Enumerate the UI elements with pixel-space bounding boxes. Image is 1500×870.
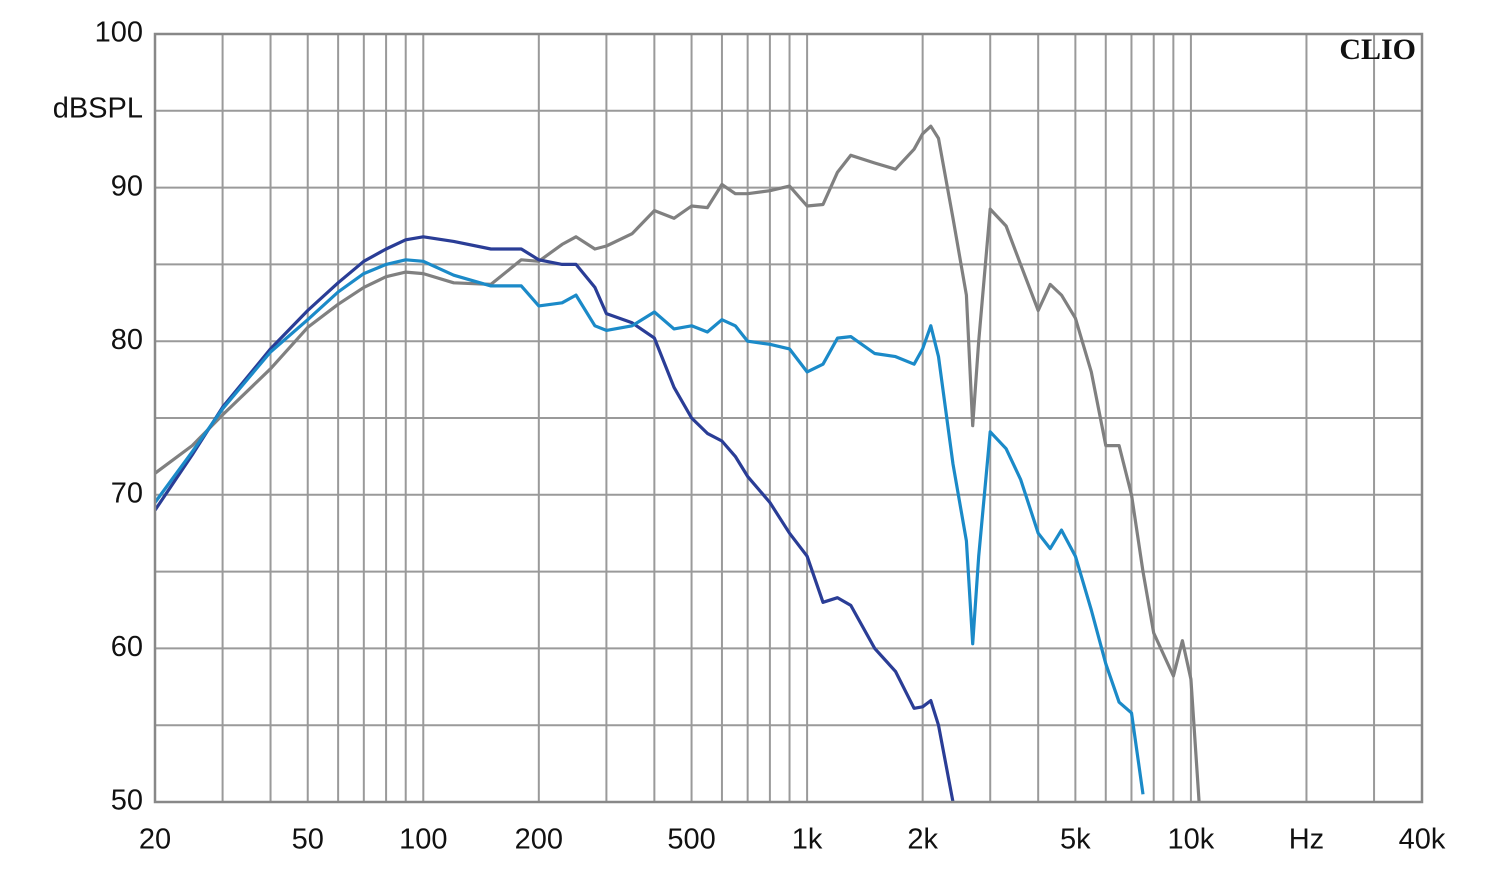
response-line	[155, 235, 955, 802]
x-tick-label: 500	[667, 824, 715, 856]
x-tick-label: Hz	[1289, 824, 1324, 856]
y-tick-label: 100	[95, 17, 143, 49]
lines	[155, 124, 1201, 802]
x-tick-label: 20	[139, 824, 171, 856]
x-tick-label: 2k	[907, 824, 938, 856]
response-line	[155, 258, 1145, 795]
y-tick-label: 50	[111, 785, 143, 817]
x-tick-label: 200	[515, 824, 563, 856]
y-tick-label: 90	[111, 170, 143, 202]
y-tick-label: 80	[111, 324, 143, 356]
x-tick-label: 1k	[792, 824, 823, 856]
x-tick-label: 100	[399, 824, 447, 856]
watermark: CLIO	[1339, 33, 1416, 66]
y-tick-label: 70	[111, 477, 143, 509]
x-tick-label: 5k	[1060, 824, 1091, 856]
x-tick-label: 10k	[1168, 824, 1215, 856]
x-tick-label: 40k	[1399, 824, 1446, 856]
y-tick-label: 60	[111, 631, 143, 663]
plot-frame	[153, 32, 1424, 804]
y-axis-label: dBSPL	[53, 93, 143, 125]
x-tick-label: 50	[292, 824, 324, 856]
response-line	[155, 124, 1201, 802]
